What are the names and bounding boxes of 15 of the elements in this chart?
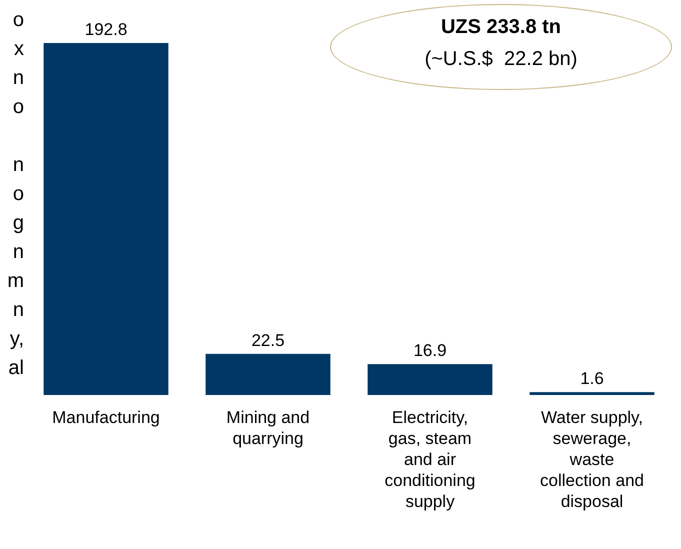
text: UZS 233.8 tn: [440, 16, 562, 39]
x-tick-label: Water supply, sewerage, waste collection and disposal: [540, 408, 644, 511]
x-tick-label: Mining and quarrying: [226, 408, 310, 448]
bar: [206, 354, 330, 395]
data-label: 22.5: [251, 330, 285, 350]
data-label: 16.9: [413, 341, 447, 360]
bar: [368, 364, 492, 395]
bar: [530, 392, 654, 395]
data-label: 192.8: [84, 20, 128, 39]
text: o x n o n o g n m n y, al: [7, 9, 24, 379]
x-tick-label: Electricity, gas, steam and air conditioning supply: [384, 408, 476, 511]
bar: [44, 43, 168, 395]
x-tick-label: Manufacturing: [52, 408, 160, 427]
annotation: (~U.S.$ 22.2 bn): [424, 48, 578, 71]
data-label: 1.6: [580, 369, 604, 388]
